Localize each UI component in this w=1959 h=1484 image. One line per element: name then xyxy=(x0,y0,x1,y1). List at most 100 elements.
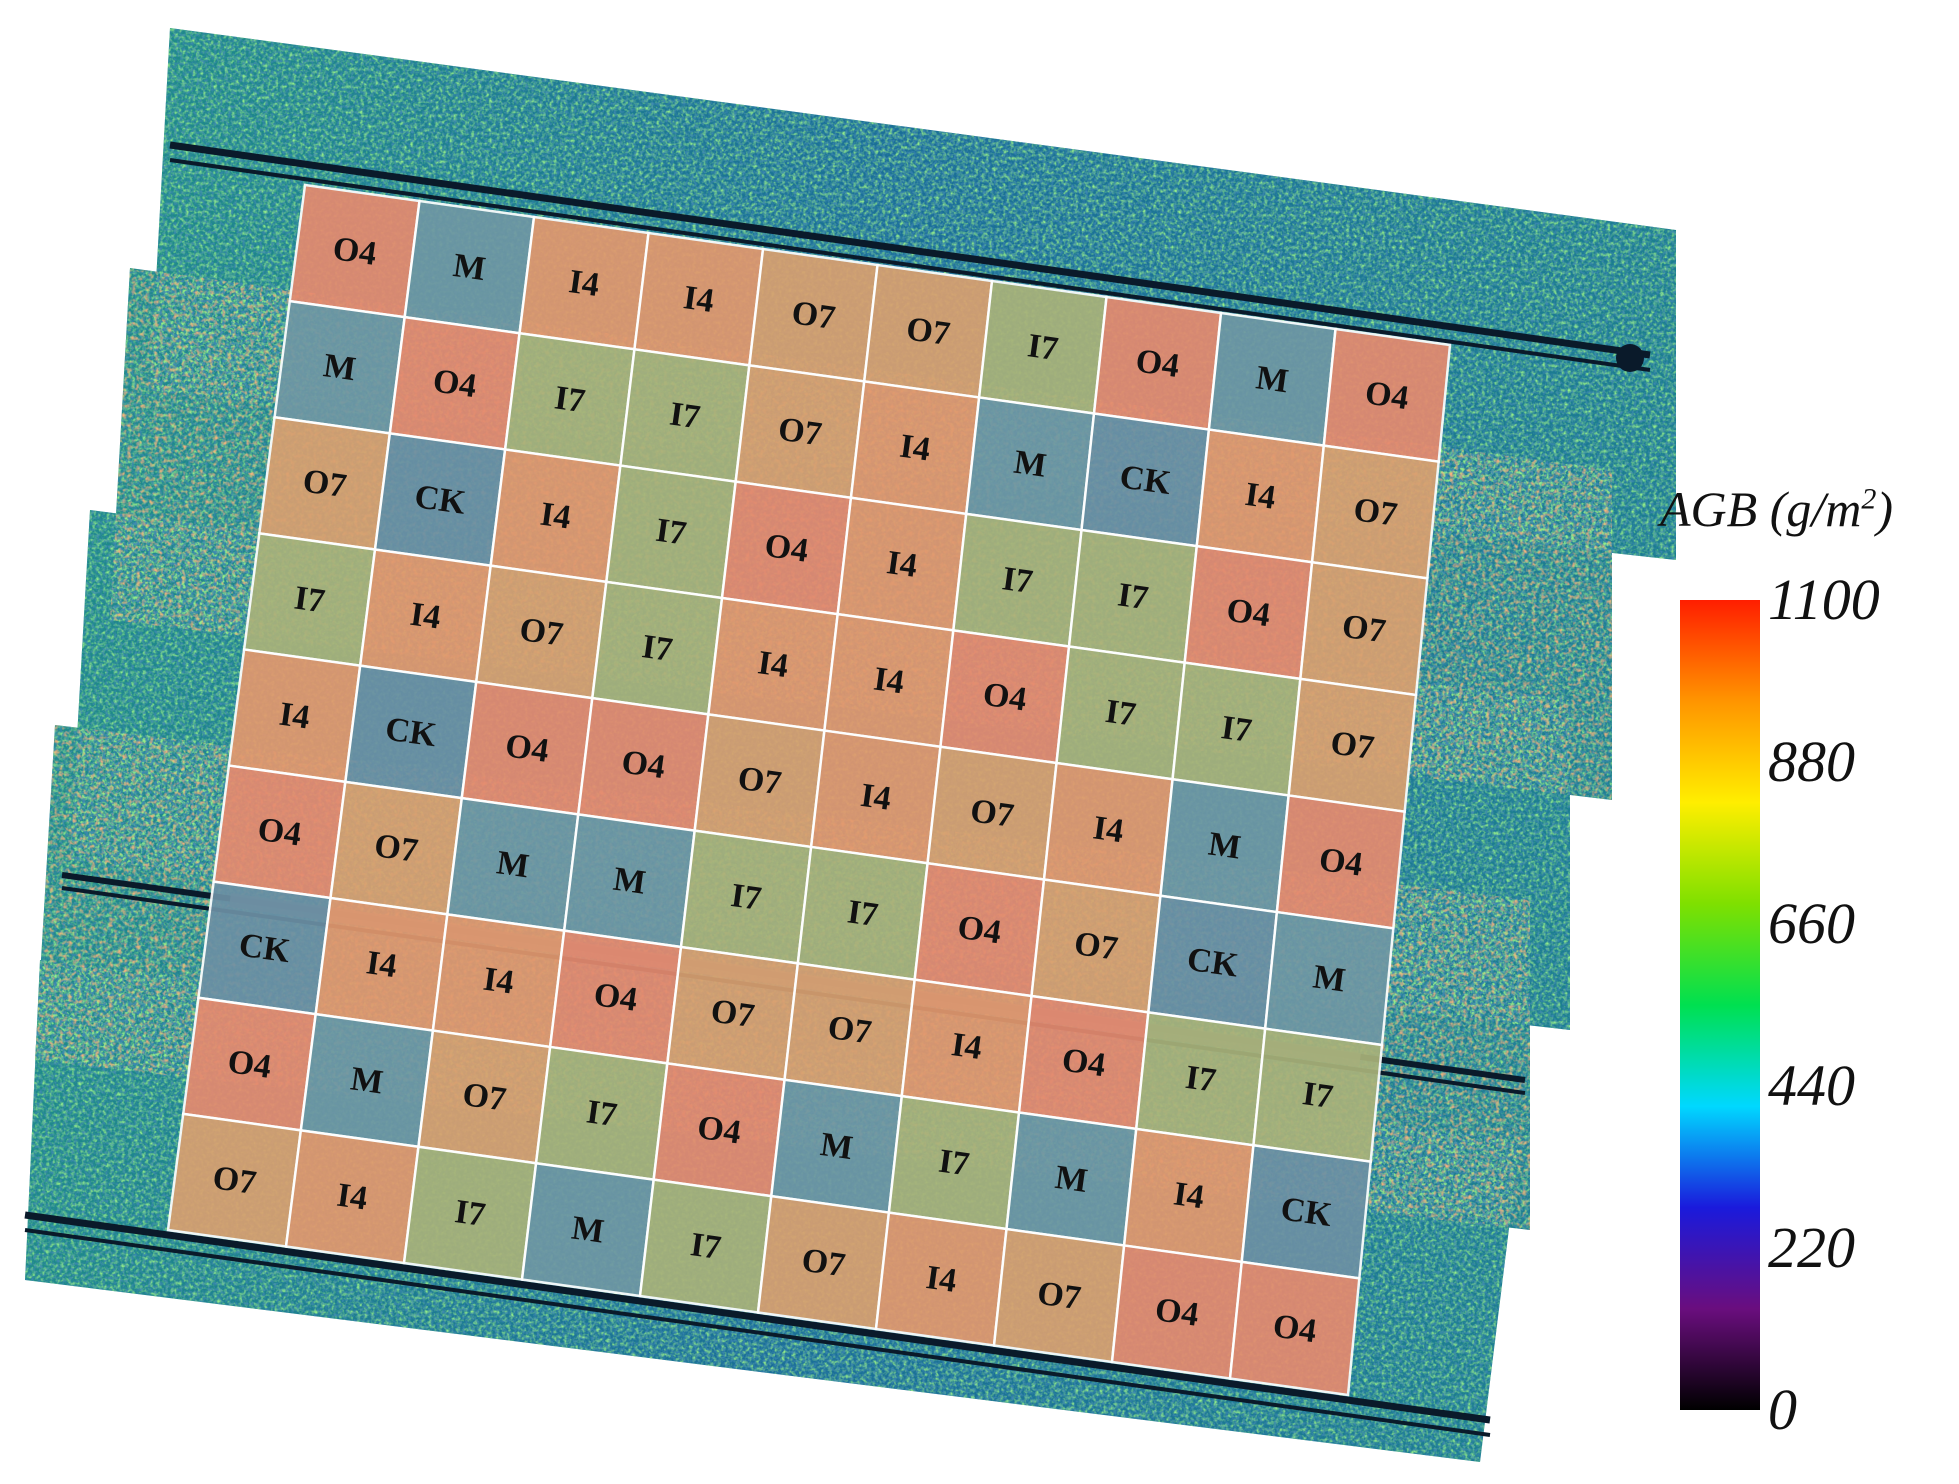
plot-treatment-label: M xyxy=(1206,826,1243,867)
plot-treatment-label: I7 xyxy=(667,396,702,437)
plot-treatment-label: M xyxy=(1053,1159,1090,1200)
plot-cell xyxy=(1228,1260,1361,1397)
plot-treatment-label: O7 xyxy=(789,294,837,337)
plot-treatment-label: O7 xyxy=(735,760,783,803)
plot-treatment-label: O7 xyxy=(1035,1275,1083,1318)
plot-treatment-label: O7 xyxy=(904,310,952,353)
legend-tick-label: 220 xyxy=(1768,1215,1855,1280)
plot-treatment-label: I7 xyxy=(1103,693,1138,734)
plot-treatment-label: I4 xyxy=(924,1259,959,1300)
legend-title-text: AGB (g/m xyxy=(1660,481,1862,537)
plot-treatment-label: O4 xyxy=(503,727,551,770)
plot-treatment-label: O7 xyxy=(799,1242,847,1285)
plot-treatment-label: I7 xyxy=(1300,1075,1335,1116)
plot-treatment-label: CK xyxy=(412,478,468,522)
plot-treatment-label: O7 xyxy=(1328,724,1376,767)
plot-treatment-label: M xyxy=(1012,444,1049,485)
plot-treatment-label: O4 xyxy=(1224,592,1272,635)
legend-tick-label: 1100 xyxy=(1768,567,1880,632)
plot-treatment-label: O4 xyxy=(431,362,479,405)
plot-treatment-label: O4 xyxy=(1363,374,1411,417)
plot-treatment-label: I7 xyxy=(1025,327,1060,368)
plot-treatment-label: O4 xyxy=(762,527,810,570)
plot-treatment-label: O4 xyxy=(1060,1042,1108,1085)
plot-treatment-label: I7 xyxy=(640,628,675,669)
legend-title-close: ) xyxy=(1876,481,1893,537)
plot-treatment-label: O7 xyxy=(301,462,349,505)
plot-treatment-label: M xyxy=(818,1126,855,1167)
plot-treatment-label: O4 xyxy=(695,1109,743,1152)
plot-treatment-label: CK xyxy=(237,927,293,971)
plot-treatment-label: I4 xyxy=(1091,809,1126,850)
plot-treatment-label: O4 xyxy=(1317,841,1365,884)
plot-treatment-label: I7 xyxy=(292,580,327,621)
plot-treatment-label: O7 xyxy=(517,611,565,654)
plot-treatment-label: M xyxy=(451,247,488,288)
plot-treatment-label: O4 xyxy=(591,976,639,1019)
plot-treatment-label: O7 xyxy=(968,792,1016,835)
plot-treatment-label: I4 xyxy=(481,961,516,1002)
legend-tick-label: 660 xyxy=(1768,891,1855,956)
plot-treatment-label: CK xyxy=(1185,941,1241,985)
plot-treatment-label: O4 xyxy=(331,230,379,273)
plot-treatment-label: I7 xyxy=(453,1193,488,1234)
plot-treatment-label: I4 xyxy=(1243,476,1278,517)
plot-treatment-label: I4 xyxy=(364,944,399,985)
plot-treatment-label: I4 xyxy=(335,1177,370,1218)
legend-colorbar xyxy=(1680,600,1760,1410)
plot-treatment-label: I7 xyxy=(1219,709,1254,750)
plot-treatment-label: O7 xyxy=(210,1159,258,1202)
plot-treatment-label: O4 xyxy=(619,744,667,787)
plot-treatment-label: I7 xyxy=(584,1093,619,1134)
plot-treatment-label: I4 xyxy=(1171,1175,1206,1216)
plot-treatment-label: M xyxy=(321,347,358,388)
plot-treatment-label: O7 xyxy=(709,992,757,1035)
plot-treatment-label: I7 xyxy=(688,1226,723,1267)
plot-treatment-label: M xyxy=(348,1060,385,1101)
plot-treatment-label: O4 xyxy=(1271,1308,1319,1351)
plot-treatment-label: M xyxy=(494,844,531,885)
plot-treatment-label: M xyxy=(1254,359,1291,400)
legend-tick-label: 440 xyxy=(1768,1053,1855,1118)
plot-treatment-label: I4 xyxy=(884,544,919,585)
plot-treatment-label: CK xyxy=(1278,1190,1334,1234)
plot-treatment-label: I4 xyxy=(681,279,716,320)
plot-treatment-label: O7 xyxy=(776,411,824,454)
plot-treatment-label: I7 xyxy=(729,877,764,918)
plot-treatment-label: O4 xyxy=(1153,1291,1201,1334)
plot-treatment-label: O7 xyxy=(1072,925,1120,968)
plot-treatment-label: I4 xyxy=(755,644,790,685)
plot-treatment-label: O7 xyxy=(460,1076,508,1119)
plot-treatment-label: I7 xyxy=(1115,576,1150,617)
plot-treatment-label: M xyxy=(1311,958,1348,999)
plot-treatment-label: O4 xyxy=(225,1043,273,1086)
plot-treatment-label: O7 xyxy=(1340,608,1388,651)
legend-tick-label: 880 xyxy=(1768,729,1855,794)
plot-treatment-label: O7 xyxy=(1351,491,1399,534)
plot-treatment-label: I4 xyxy=(567,263,602,304)
plot-treatment-label: I4 xyxy=(858,777,893,818)
plot-treatment-label: I7 xyxy=(1183,1059,1218,1100)
plot-treatment-label: O4 xyxy=(981,676,1029,719)
plot-treatment-label: I7 xyxy=(1000,560,1035,601)
legend-title-superscript: 2 xyxy=(1861,482,1877,516)
plot-treatment-label: I7 xyxy=(845,893,880,934)
plot-treatment-label: M xyxy=(611,861,648,902)
plot-treatment-label: CK xyxy=(1117,458,1173,502)
plot-treatment-label: I7 xyxy=(936,1143,971,1184)
plot-treatment-label: O7 xyxy=(826,1009,874,1052)
plot-treatment-label: I4 xyxy=(408,596,443,637)
plot-treatment-label: O7 xyxy=(372,827,420,870)
plot-grid: O4 M I4 I4 O7 O7 I7 O4 M O4 M O4 I7 I7 O7 I4 M CK I4 O7 O7 CK… xyxy=(166,183,1452,1397)
plot-treatment-label: CK xyxy=(383,711,439,755)
plot-treatment-label: O4 xyxy=(955,909,1003,952)
plot-treatment-label: I4 xyxy=(277,696,312,737)
legend-title: AGB (g/m2) xyxy=(1660,480,1893,538)
plot-treatment-label: O4 xyxy=(1133,342,1181,385)
legend-tick-label: 0 xyxy=(1768,1377,1797,1442)
plot-treatment-label: I4 xyxy=(871,661,906,702)
plot-treatment-label: I4 xyxy=(538,496,573,537)
plot-treatment-label: I7 xyxy=(552,379,587,420)
plot-treatment-label: I7 xyxy=(653,512,688,553)
